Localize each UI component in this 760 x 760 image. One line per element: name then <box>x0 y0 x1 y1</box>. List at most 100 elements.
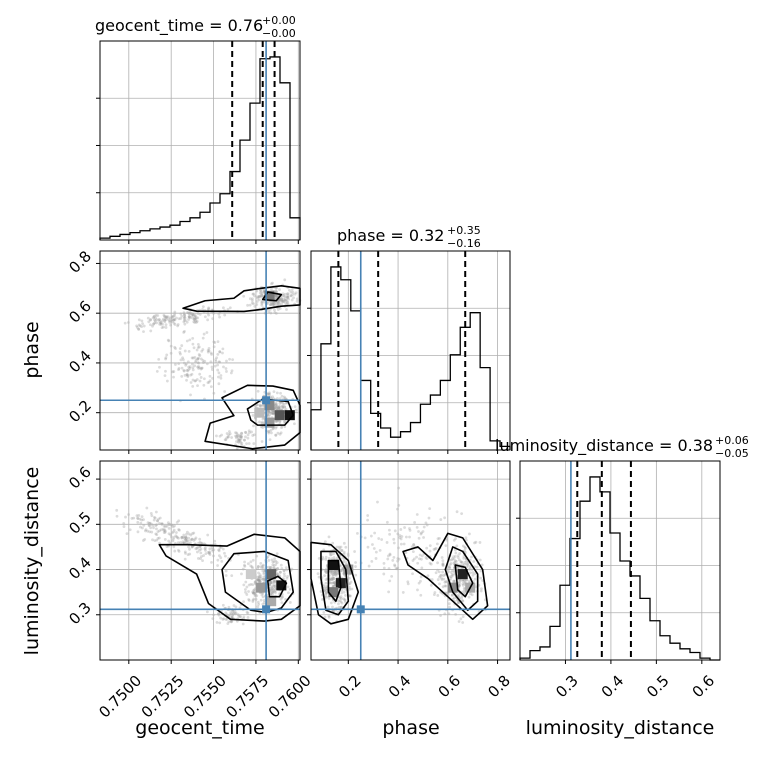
scatter-point <box>327 535 331 539</box>
x-tick-label-phase: 0.4 <box>385 672 415 702</box>
scatter-point <box>180 535 184 539</box>
scatter-point <box>257 578 261 582</box>
scatter-point <box>171 314 175 318</box>
scatter-point <box>240 431 244 435</box>
scatter-point <box>258 580 262 584</box>
scatter-point <box>262 300 266 304</box>
scatter-point <box>413 521 417 524</box>
scatter-point <box>276 308 280 311</box>
title-geocent-time: geocent_time = 0.76 <box>95 16 263 36</box>
scatter-point <box>277 299 281 303</box>
scatter-point <box>248 303 252 307</box>
scatter-point <box>406 580 410 584</box>
scatter-point <box>260 422 264 425</box>
scatter-point <box>289 294 293 298</box>
scatter-point <box>161 527 165 531</box>
scatter-point <box>190 356 194 360</box>
scatter-point <box>173 310 177 314</box>
scatter-point <box>262 570 266 574</box>
scatter-point <box>252 597 256 601</box>
scatter-point <box>237 438 241 442</box>
histogram-luminosity-distance <box>519 476 720 661</box>
scatter-point <box>323 586 326 590</box>
scatter-point <box>466 562 469 566</box>
scatter-point <box>187 368 191 372</box>
scatter-point <box>194 358 198 362</box>
scatter-point <box>455 544 459 548</box>
x-tick-label-phase: 0.8 <box>484 672 514 702</box>
scatter-point <box>178 351 182 354</box>
scatter-point <box>294 408 298 412</box>
scatter-point <box>152 322 156 326</box>
scatter-point <box>469 571 472 575</box>
scatter-point <box>333 569 337 573</box>
scatter-point <box>257 295 261 299</box>
truth-point <box>356 605 365 614</box>
scatter-point <box>148 530 152 534</box>
scatter-point <box>208 379 212 383</box>
scatter-point <box>244 430 247 434</box>
scatter-point <box>425 546 429 550</box>
scatter-point <box>182 330 186 334</box>
scatter-point <box>457 558 461 562</box>
density-bin <box>264 417 275 428</box>
scatter-point <box>259 598 263 602</box>
scatter-point <box>479 576 483 580</box>
contour-line <box>327 559 342 603</box>
scatter-point <box>158 318 162 322</box>
scatter-point <box>382 561 386 565</box>
scatter-point <box>206 533 210 537</box>
scatter-point <box>172 530 175 534</box>
scatter-point <box>240 572 243 576</box>
scatter-point <box>277 406 281 410</box>
scatter-point <box>195 321 198 324</box>
scatter-point <box>279 563 283 567</box>
scatter-point <box>184 536 188 540</box>
plot-layer <box>99 41 720 661</box>
scatter-point <box>340 591 344 595</box>
scatter-point <box>441 563 445 567</box>
scatter-point <box>261 569 265 573</box>
scatter-point <box>203 547 207 551</box>
scatter-point <box>241 622 245 626</box>
scatter-point <box>195 546 199 550</box>
scatter-point <box>195 348 199 352</box>
scatter-point <box>262 599 266 602</box>
scatter-point <box>262 572 266 576</box>
scatter-point <box>187 365 191 369</box>
scatter-point <box>167 539 171 543</box>
scatter-point <box>457 594 461 598</box>
scatter-point <box>176 536 179 539</box>
scatter-point <box>184 538 188 542</box>
scatter-point <box>471 571 475 574</box>
scatter-point <box>260 566 263 570</box>
scatter-point <box>441 585 445 589</box>
scatter-point <box>259 288 263 292</box>
scatter-point <box>171 539 175 543</box>
scatter-point <box>187 318 190 321</box>
scatter-point <box>242 615 246 619</box>
scatter-point <box>257 576 261 580</box>
scatter-point <box>235 440 238 443</box>
scatter-point <box>447 602 451 606</box>
scatter-point <box>205 331 209 334</box>
scatter-point <box>335 571 339 575</box>
panel-frame <box>99 250 301 451</box>
scatter-point <box>184 538 188 542</box>
scatter-point <box>224 569 228 573</box>
scatter-point <box>218 434 222 438</box>
scatter-point <box>250 430 253 434</box>
scatter-point <box>324 570 328 574</box>
scatter-point <box>261 417 265 421</box>
scatter-point <box>428 561 432 565</box>
scatter-point <box>210 368 214 371</box>
scatter-point <box>235 436 238 440</box>
scatter-point <box>419 575 423 579</box>
scatter-point <box>392 555 396 559</box>
scatter-point <box>435 542 439 546</box>
scatter-point <box>324 555 328 559</box>
scatter-point <box>173 318 177 322</box>
scatter-point <box>260 564 263 568</box>
scatter-point <box>173 524 176 528</box>
scatter-point <box>234 605 238 609</box>
